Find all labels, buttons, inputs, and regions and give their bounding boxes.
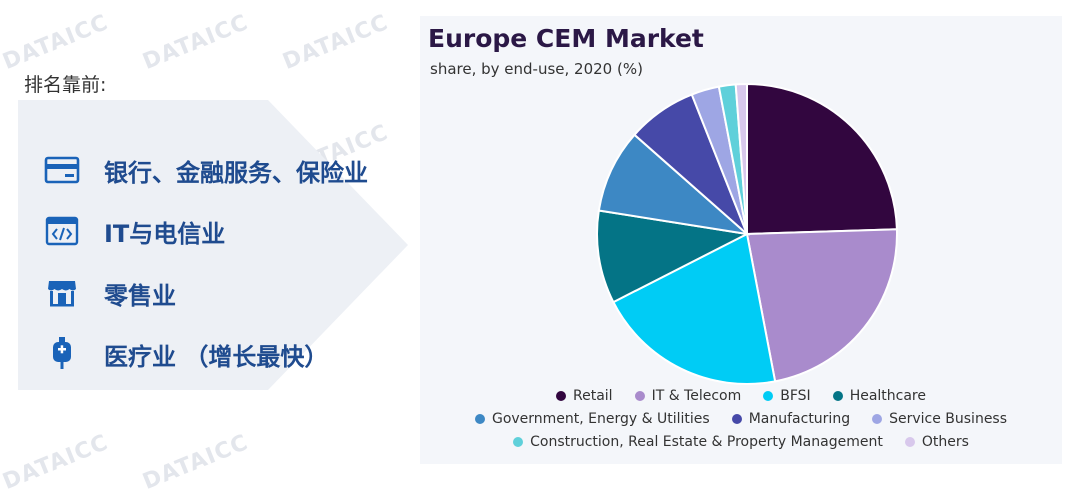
legend-row: Construction, Real Estate & Property Man…: [420, 434, 1062, 450]
chart-subtitle: share, by end-use, 2020 (%): [430, 60, 643, 78]
legend-label: Manufacturing: [748, 411, 851, 427]
legend-label: IT & Telecom: [651, 388, 742, 404]
pie-slice-others: [734, 82, 748, 235]
legend-item: Retail: [556, 388, 613, 404]
chart-card: Europe CEM Market share, by end-use, 202…: [420, 16, 1062, 464]
pie-slice-it-telecom: [745, 228, 898, 383]
pie-slice-government-energy-utilities: [597, 133, 751, 236]
ranking-heading: 排名靠前:: [24, 74, 107, 96]
watermark: DATAICC: [139, 10, 253, 75]
legend-item: Government, Energy & Utilities: [474, 411, 710, 427]
pie-slice-bfsi: [612, 232, 777, 385]
legend-item: Healthcare: [832, 388, 926, 404]
legend-item: Service Business: [872, 411, 1007, 427]
rank-item-healthcare: 医疗业 （增长最快）: [42, 334, 328, 374]
pie-chart: [596, 82, 898, 385]
legend-swatch: [513, 437, 524, 447]
rank-item-label: 零售业: [104, 281, 176, 310]
legend-swatch: [872, 414, 883, 424]
code-window-icon: [42, 211, 82, 251]
credit-card-icon: [42, 150, 82, 190]
legend-swatch: [634, 391, 645, 401]
legend-label: Service Business: [889, 411, 1008, 427]
storefront-icon: [42, 273, 82, 313]
legend-row: Government, Energy & Utilities Manufactur…: [420, 411, 1062, 427]
legend-label: Government, Energy & Utilities: [491, 411, 710, 427]
chart-title: Europe CEM Market: [428, 24, 704, 53]
watermark: DATAICC: [0, 430, 113, 495]
legend-item: Others: [904, 434, 969, 450]
legend-swatch: [904, 437, 915, 447]
iv-bag-icon: [42, 334, 82, 374]
legend-item: BFSI: [763, 388, 811, 404]
legend-swatch: [763, 391, 774, 401]
legend-swatch: [556, 391, 566, 401]
rank-item-bfsi: 银行、金融服务、保险业: [42, 150, 368, 190]
legend-label: BFSI: [780, 388, 811, 404]
legend-label: Healthcare: [849, 388, 926, 404]
legend-swatch: [474, 414, 485, 424]
pie-slice-retail: [746, 82, 898, 236]
legend-swatch: [731, 414, 742, 424]
watermark: DATAICC: [0, 10, 113, 75]
watermark: DATAICC: [139, 430, 253, 495]
legend-label: Construction, Real Estate & Property Man…: [530, 434, 883, 450]
legend-row: Retail IT & Telecom BFSI Healthcare: [420, 388, 1062, 404]
legend-item: Construction, Real Estate & Property Man…: [513, 434, 883, 450]
watermark: DATAICC: [279, 10, 393, 75]
legend-item: Manufacturing: [731, 411, 851, 427]
rank-item-label: 医疗业 （增长最快）: [104, 342, 329, 371]
rank-item-label: IT与电信业: [104, 219, 226, 248]
rank-item-label: 银行、金融服务、保险业: [104, 158, 368, 187]
pie-slice-healthcare: [596, 209, 751, 304]
arrow-panel: [18, 100, 408, 390]
legend-swatch: [832, 391, 843, 401]
rank-item-retail: 零售业: [42, 273, 176, 313]
rank-item-it-telecom: IT与电信业: [42, 211, 225, 251]
legend-label: Others: [921, 434, 969, 450]
legend-label: Retail: [573, 388, 613, 404]
legend-item: IT & Telecom: [634, 388, 742, 404]
